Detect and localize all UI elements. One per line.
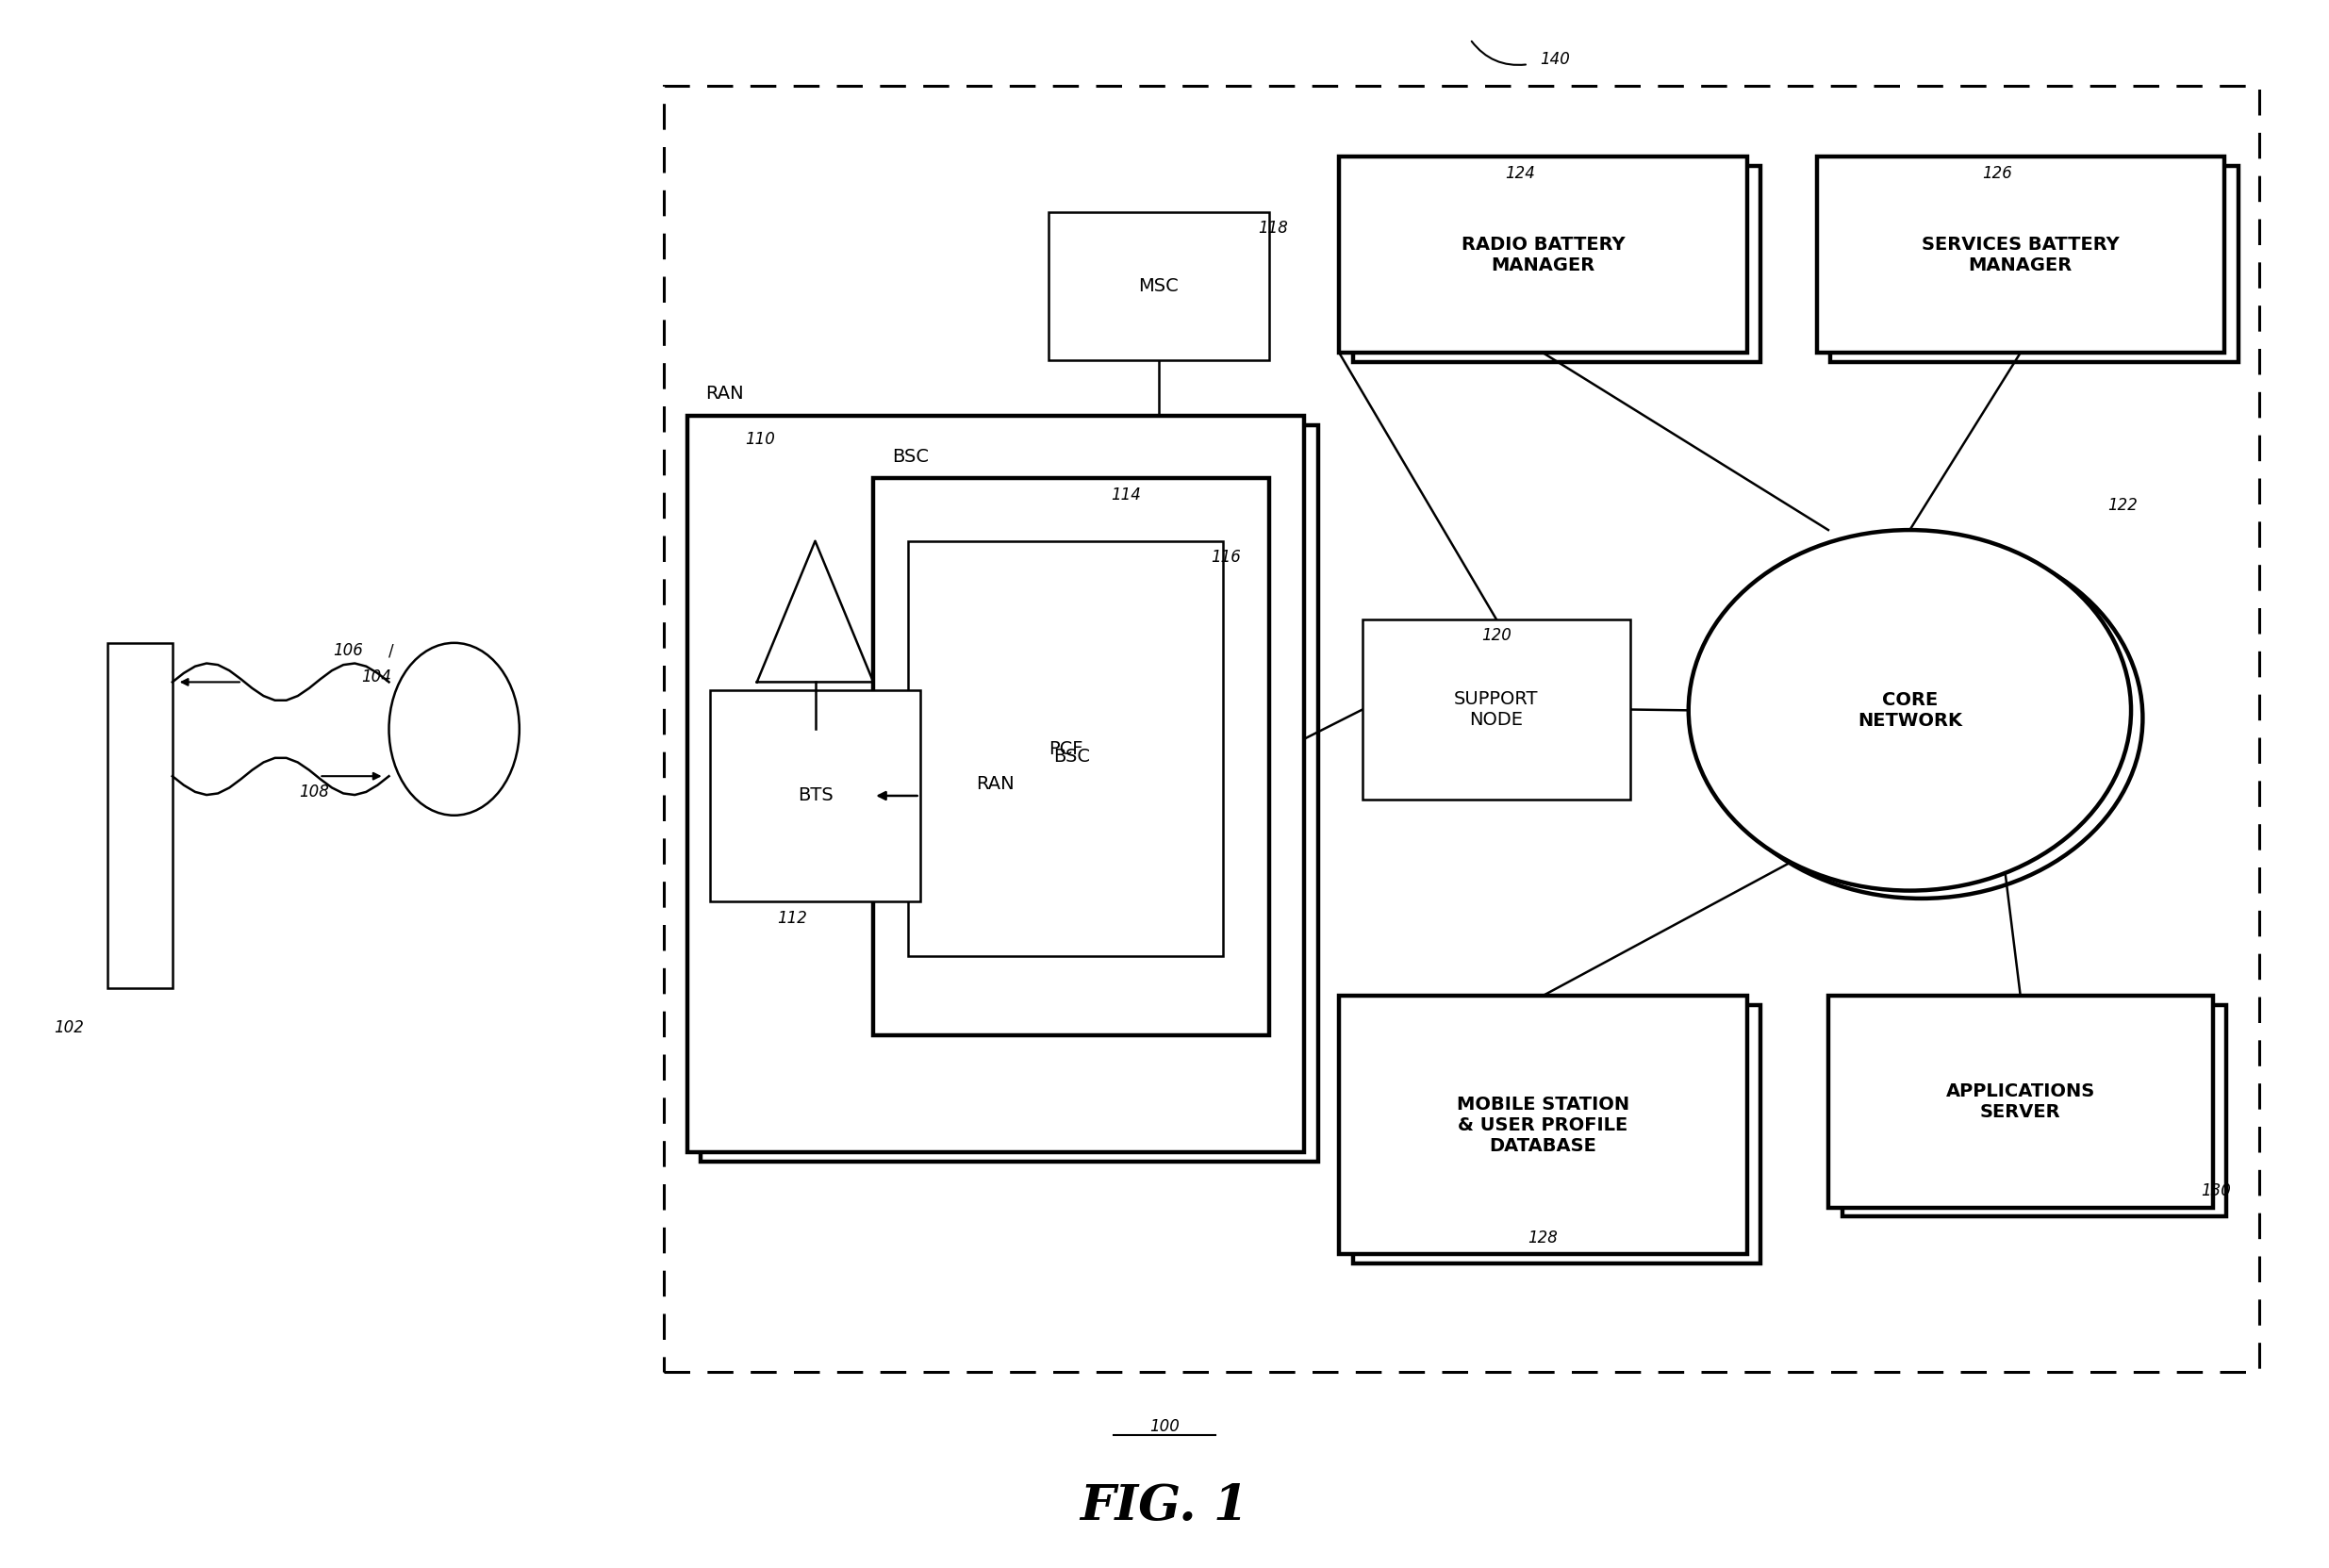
Text: RAN: RAN xyxy=(706,386,743,403)
Bar xyxy=(1817,157,2224,353)
Bar xyxy=(1362,619,1630,800)
Text: 100: 100 xyxy=(1151,1417,1178,1435)
Text: 140: 140 xyxy=(1539,50,1570,67)
Text: FIG. 1: FIG. 1 xyxy=(1081,1482,1248,1530)
Text: 118: 118 xyxy=(1258,220,1288,237)
Bar xyxy=(664,86,2259,1372)
Text: 128: 128 xyxy=(1528,1229,1558,1247)
Text: 104: 104 xyxy=(361,670,391,685)
Text: SERVICES BATTERY
MANAGER: SERVICES BATTERY MANAGER xyxy=(1921,235,2119,274)
Bar xyxy=(107,643,172,988)
Text: 110: 110 xyxy=(745,431,776,448)
Bar xyxy=(1831,166,2238,362)
Text: 126: 126 xyxy=(1982,165,2012,182)
Text: BSC: BSC xyxy=(1053,748,1090,765)
Text: PCF: PCF xyxy=(1048,740,1083,757)
Text: CORE
NETWORK: CORE NETWORK xyxy=(1859,691,1961,729)
Bar xyxy=(1339,996,1747,1254)
Ellipse shape xyxy=(389,643,519,815)
Text: MOBILE STATION
& USER PROFILE
DATABASE: MOBILE STATION & USER PROFILE DATABASE xyxy=(1456,1096,1630,1154)
Text: 106: 106 xyxy=(333,643,363,659)
Bar xyxy=(687,416,1304,1152)
Text: 120: 120 xyxy=(1481,627,1512,644)
Text: 124: 124 xyxy=(1505,165,1535,182)
Bar xyxy=(1353,1005,1761,1264)
Text: BSC: BSC xyxy=(892,448,929,466)
Text: RADIO BATTERY
MANAGER: RADIO BATTERY MANAGER xyxy=(1460,235,1626,274)
Text: 108: 108 xyxy=(300,784,328,800)
Text: /: / xyxy=(389,643,394,659)
Text: 116: 116 xyxy=(1211,549,1241,566)
Bar xyxy=(1353,166,1761,362)
Text: SUPPORT
NODE: SUPPORT NODE xyxy=(1453,690,1539,729)
Text: MSC: MSC xyxy=(1139,278,1178,295)
Bar xyxy=(887,488,1283,1044)
Text: 114: 114 xyxy=(1111,486,1141,503)
Text: RAN: RAN xyxy=(976,775,1015,793)
Bar xyxy=(1828,996,2213,1207)
Text: 112: 112 xyxy=(778,909,806,927)
Bar xyxy=(908,541,1223,956)
Bar xyxy=(701,425,1318,1162)
Text: 122: 122 xyxy=(2108,497,2138,514)
Text: 130: 130 xyxy=(2201,1182,2231,1200)
Bar xyxy=(1048,212,1269,361)
Bar xyxy=(873,478,1269,1035)
Bar xyxy=(710,690,920,902)
Ellipse shape xyxy=(1689,530,2131,891)
Bar xyxy=(1842,1005,2227,1217)
Bar xyxy=(1339,157,1747,353)
Text: BTS: BTS xyxy=(797,787,834,804)
Text: 102: 102 xyxy=(54,1019,84,1036)
Text: APPLICATIONS
SERVER: APPLICATIONS SERVER xyxy=(1945,1082,2096,1121)
